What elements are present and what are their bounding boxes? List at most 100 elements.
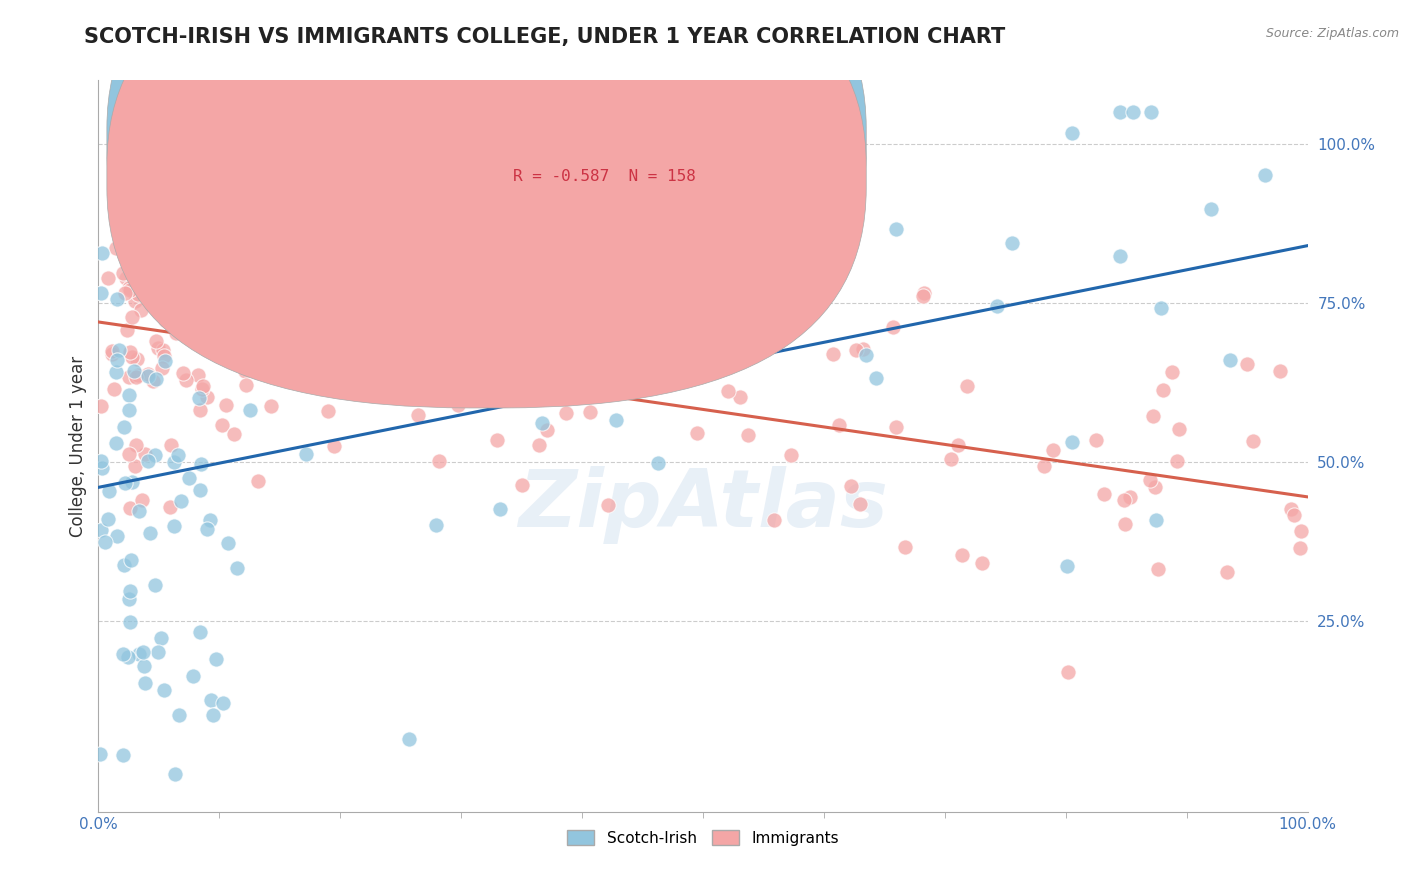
Point <box>165 326 187 340</box>
Point <box>120 553 142 567</box>
Point <box>1150 301 1173 315</box>
Point <box>112 558 135 573</box>
Point <box>912 286 935 301</box>
Point <box>865 371 887 385</box>
Point <box>471 326 494 340</box>
Point <box>605 412 627 426</box>
Point <box>215 239 238 253</box>
Point <box>124 364 146 378</box>
Point <box>1144 513 1167 527</box>
Point <box>114 476 136 491</box>
Point <box>188 624 211 639</box>
Point <box>728 391 751 405</box>
Point <box>97 271 120 285</box>
Point <box>250 295 273 310</box>
Point <box>1282 508 1305 523</box>
Point <box>198 513 221 527</box>
FancyBboxPatch shape <box>107 0 866 371</box>
Point <box>292 341 315 355</box>
Point <box>1139 474 1161 488</box>
FancyBboxPatch shape <box>443 113 793 212</box>
Point <box>128 647 150 661</box>
Point <box>132 645 155 659</box>
Point <box>510 477 533 491</box>
Point <box>621 169 644 184</box>
Point <box>172 367 194 381</box>
Point <box>127 368 149 382</box>
Point <box>112 647 135 661</box>
Point <box>1160 365 1182 379</box>
Point <box>174 373 197 387</box>
Point <box>779 449 801 463</box>
Text: R =  0.291  N =  99: R = 0.291 N = 99 <box>513 132 696 147</box>
Point <box>540 342 562 356</box>
Point <box>118 447 141 461</box>
Point <box>831 262 853 277</box>
Point <box>146 250 169 264</box>
Point <box>200 692 222 706</box>
Point <box>437 384 460 399</box>
Point <box>503 375 526 389</box>
FancyBboxPatch shape <box>107 0 866 408</box>
Point <box>170 494 193 508</box>
Point <box>700 359 723 373</box>
Point <box>1241 434 1264 448</box>
Point <box>555 406 578 420</box>
Point <box>1062 435 1084 450</box>
Point <box>134 447 156 461</box>
Point <box>150 361 173 376</box>
Point <box>1062 127 1084 141</box>
Point <box>121 475 143 489</box>
Point <box>330 360 353 375</box>
Point <box>596 498 619 512</box>
Point <box>97 512 120 526</box>
Point <box>191 382 214 396</box>
Point <box>111 266 134 280</box>
Point <box>149 631 172 645</box>
Point <box>1042 442 1064 457</box>
Point <box>214 293 236 307</box>
Point <box>1147 562 1170 576</box>
Point <box>763 513 786 527</box>
Point <box>1268 364 1291 378</box>
Point <box>215 398 238 412</box>
Point <box>1279 502 1302 516</box>
Point <box>134 676 156 690</box>
Point <box>201 276 224 290</box>
Point <box>620 383 643 397</box>
Point <box>165 766 187 780</box>
Point <box>295 446 318 460</box>
Point <box>112 419 135 434</box>
Point <box>162 519 184 533</box>
Point <box>105 353 128 368</box>
Point <box>91 461 114 475</box>
Point <box>488 255 510 269</box>
Point <box>956 379 979 393</box>
Point <box>207 239 229 253</box>
Point <box>190 457 212 471</box>
Point <box>1114 516 1136 531</box>
Point <box>124 294 146 309</box>
Point <box>112 150 135 164</box>
Point <box>444 337 467 351</box>
Point <box>121 310 143 324</box>
Point <box>179 471 201 485</box>
Point <box>159 500 181 515</box>
Point <box>211 697 233 711</box>
Legend: Scotch-Irish, Immigrants: Scotch-Irish, Immigrants <box>561 823 845 852</box>
Point <box>564 365 586 379</box>
Point <box>118 403 141 417</box>
Point <box>129 302 152 317</box>
Point <box>114 285 136 300</box>
Point <box>224 426 246 441</box>
Point <box>200 305 222 319</box>
Point <box>120 500 142 515</box>
Point <box>841 479 863 493</box>
Point <box>256 230 278 244</box>
Point <box>737 428 759 442</box>
Point <box>415 266 437 280</box>
Point <box>145 334 167 348</box>
Point <box>1122 105 1144 120</box>
Point <box>152 683 174 698</box>
Point <box>211 417 233 432</box>
